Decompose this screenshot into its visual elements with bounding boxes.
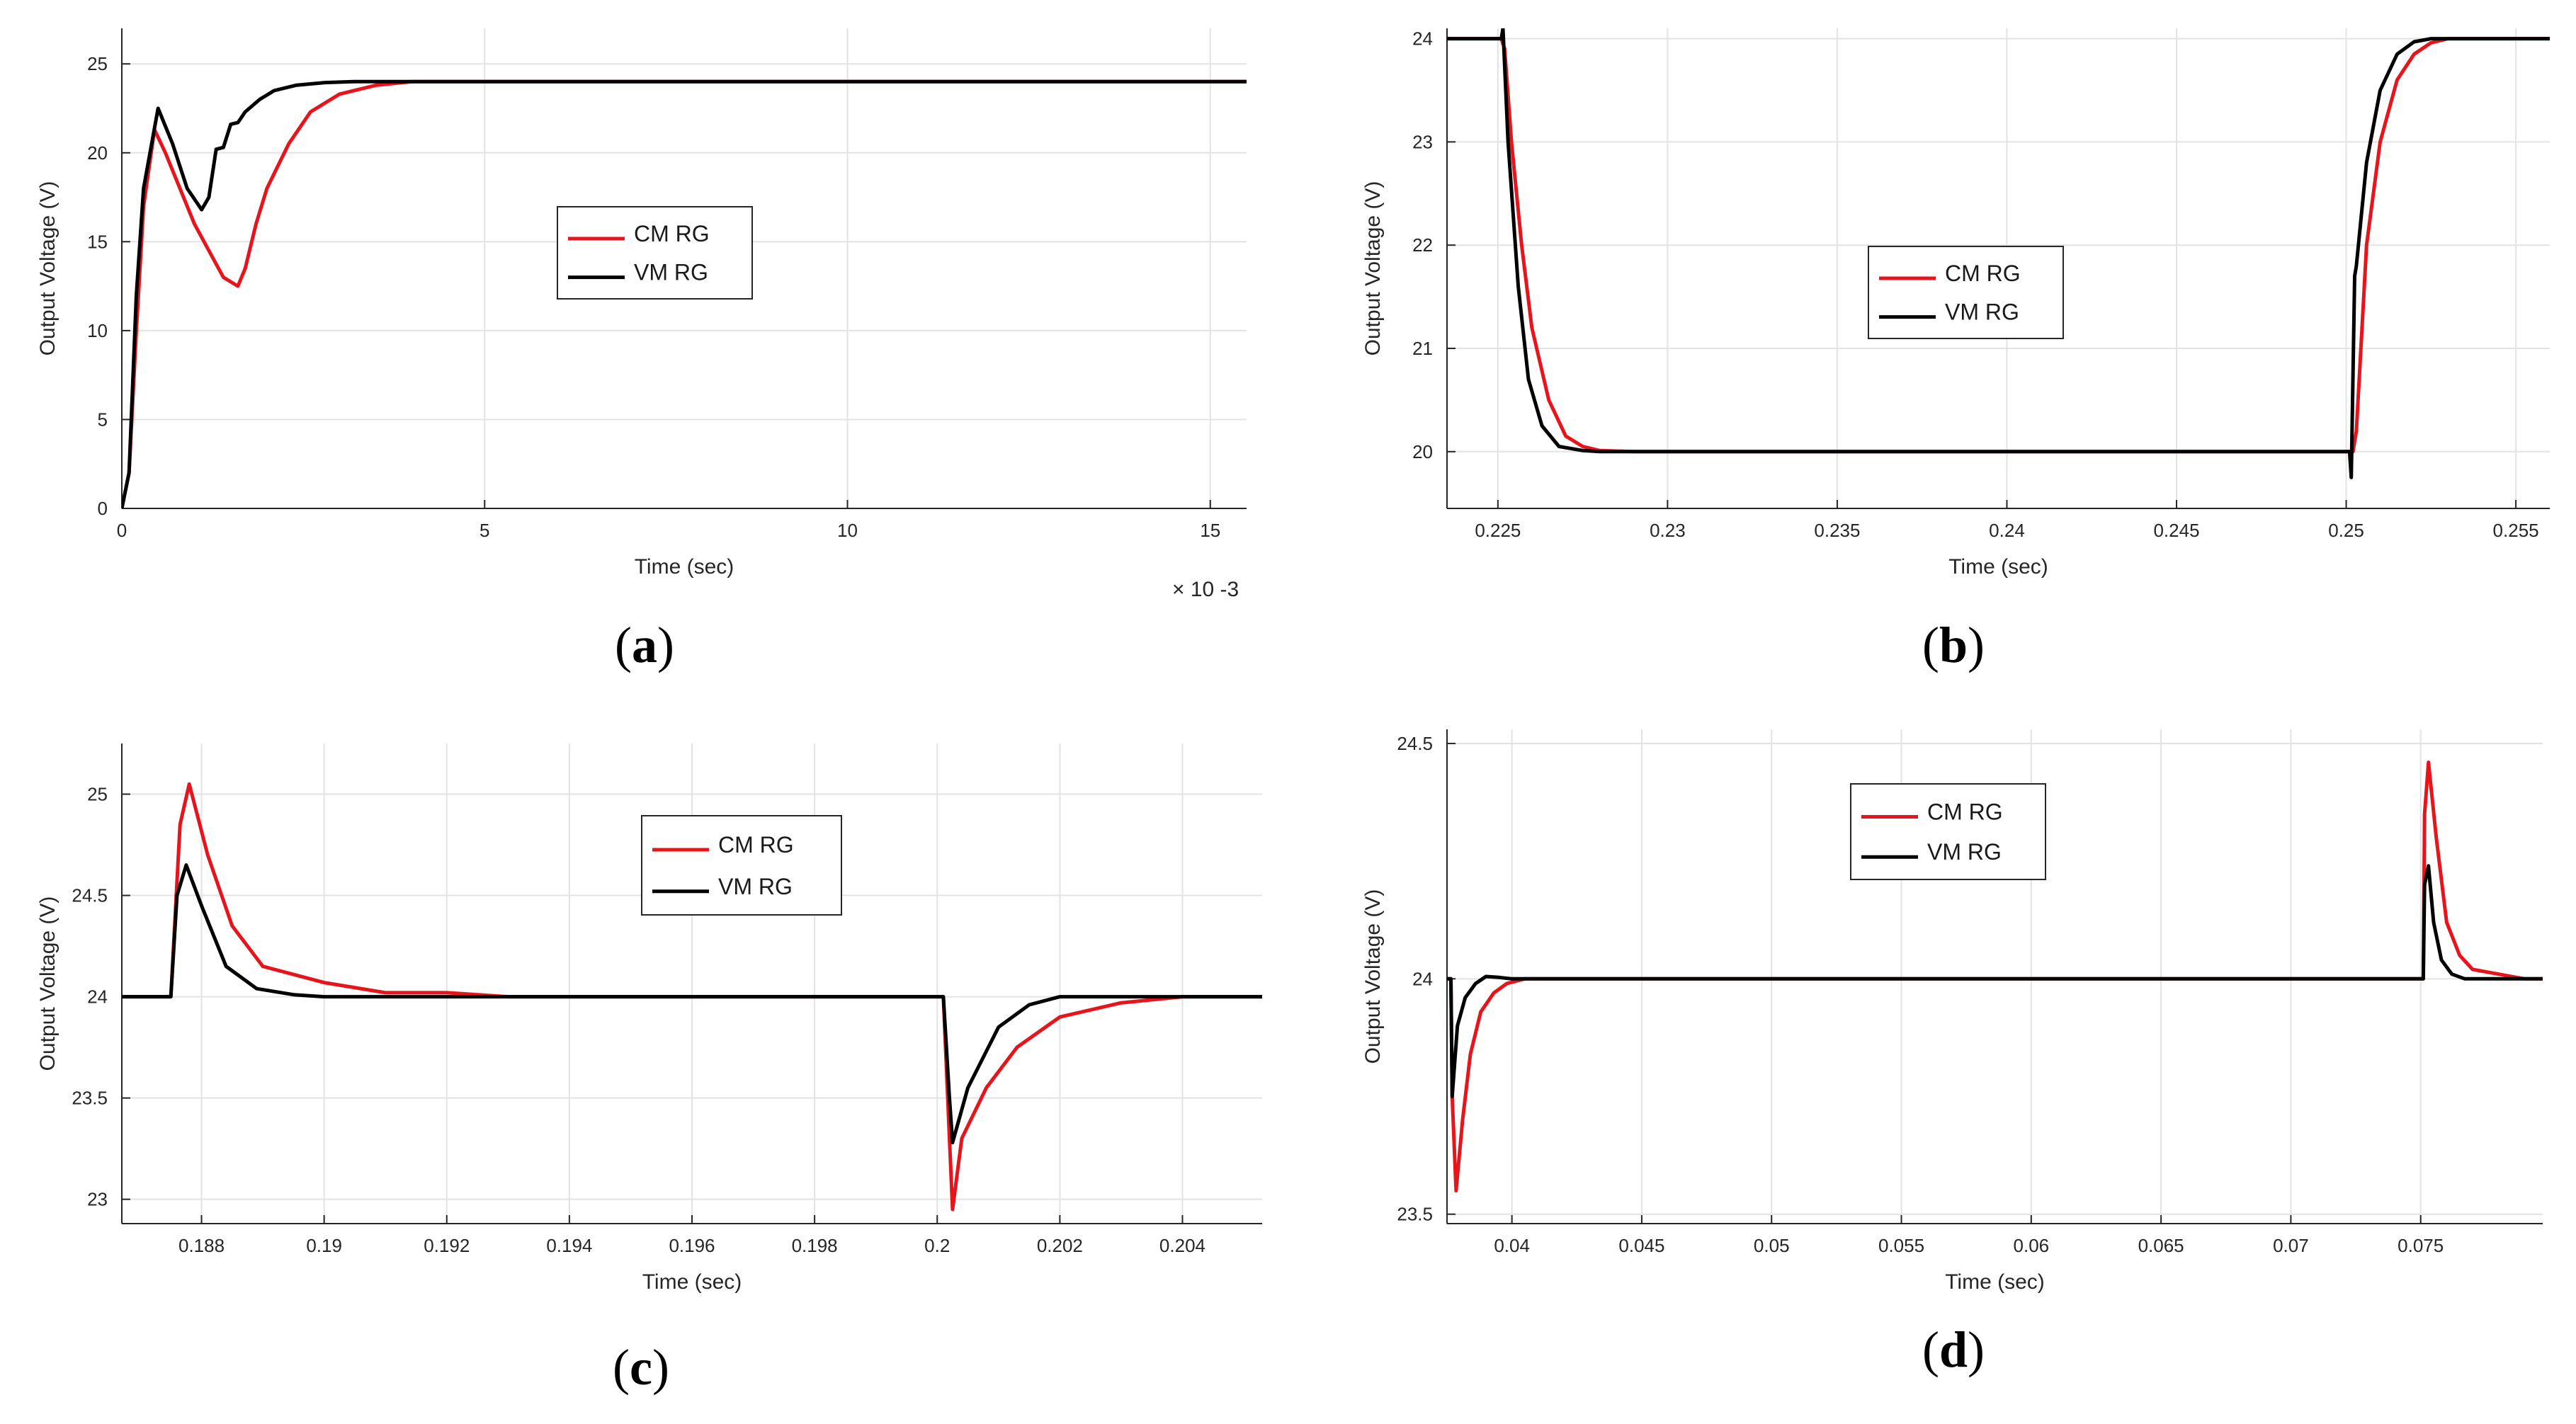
y-tick-label: 24 <box>87 986 108 1008</box>
y-tick-label: 24 <box>1412 968 1433 989</box>
panel-c: 0.188 0.19 0.192 0.194 0.196 0.198 0.2 0.202 0.2… <box>36 744 1262 1396</box>
panel-d: 0.04 0.045 0.05 0.055 0.06 0.065 0.07 0.075 23.5… <box>1361 729 2543 1378</box>
y-tick-label: 21 <box>1412 338 1433 359</box>
y-tick-label: 24.5 <box>1397 733 1433 754</box>
y-axis-label: Output Voltage (V) <box>36 896 59 1071</box>
x-tick-label: 0.05 <box>1754 1235 1790 1256</box>
y-tick-label: 22 <box>1412 234 1433 256</box>
panel-label-open: ( <box>615 617 632 673</box>
y-tick-label: 20 <box>87 142 108 164</box>
panel-label-letter: c <box>630 1339 652 1396</box>
legend-label: VM RG <box>1945 300 2019 325</box>
legend-label: CM RG <box>1927 799 2003 825</box>
y-axis-label: Output Voltage (V) <box>36 181 59 356</box>
y-axis-label: Output Voltage (V) <box>1361 889 1385 1064</box>
x-tick-label: 0.075 <box>2398 1235 2444 1256</box>
panel-label-open: ( <box>613 1339 630 1396</box>
series-line-vm-rg <box>1447 864 2543 1098</box>
x-tick-label: 0.055 <box>1878 1235 1924 1256</box>
legend-label: CM RG <box>1945 261 2021 286</box>
panel-label-letter: a <box>632 617 657 673</box>
legend-label: VM RG <box>718 874 793 899</box>
legend-label: CM RG <box>634 221 710 246</box>
x-tick-label: 0.225 <box>1475 520 1521 541</box>
x-tick-label: 0.204 <box>1159 1235 1205 1256</box>
legend-label: CM RG <box>718 832 794 858</box>
legend-label: VM RG <box>1927 839 2002 865</box>
y-tick-label: 20 <box>1412 441 1433 462</box>
x-axis-label: Time (sec) <box>635 555 734 579</box>
y-tick-label: 10 <box>87 320 108 341</box>
y-tick-label: 24 <box>1412 28 1433 50</box>
x-tick-label: 0.2 <box>924 1235 950 1256</box>
series-line-vm-rg <box>1447 28 2550 479</box>
panel-label-close: ) <box>652 1339 669 1396</box>
x-tick-label: 0.04 <box>1494 1235 1530 1256</box>
panel-b: 0.225 0.23 0.235 0.24 0.245 0.25 0.255 20 21 22 23… <box>1361 28 2550 673</box>
y-tick-label: 24.5 <box>72 885 108 906</box>
legend-box <box>1850 783 2046 880</box>
x-tick-label: 0.065 <box>2138 1235 2184 1256</box>
y-tick-label: 25 <box>87 784 108 805</box>
x-tick-label: 0 <box>117 520 127 541</box>
panel-label: (a) <box>615 617 674 673</box>
x-tick-label: 0.24 <box>1989 520 2025 541</box>
panel-label-close: ) <box>657 617 674 673</box>
x-axis-label: Time (sec) <box>642 1270 742 1294</box>
panel-label: (c) <box>613 1339 669 1396</box>
y-tick-label: 0 <box>98 498 108 519</box>
x-axis-label: Time (sec) <box>1945 1270 2045 1294</box>
x-tick-label: 0.192 <box>424 1235 470 1256</box>
y-tick-label: 23 <box>1412 131 1433 152</box>
legend-box <box>1868 246 2064 339</box>
x-tick-label: 0.06 <box>2014 1235 2050 1256</box>
x-tick-label: 0.196 <box>669 1235 715 1256</box>
x-tick-label: 5 <box>480 520 489 541</box>
y-tick-label: 15 <box>87 231 108 252</box>
x-tick-label: 0.198 <box>792 1235 838 1256</box>
panel-label-letter: d <box>1939 1321 1968 1378</box>
x-tick-label: 0.19 <box>306 1235 342 1256</box>
x-tick-label: 0.202 <box>1037 1235 1083 1256</box>
legend-label: VM RG <box>634 260 708 285</box>
x-exponent-label: × 10 -3 <box>1172 578 1239 601</box>
series-line-vm-rg <box>122 79 1247 508</box>
x-tick-label: 0.07 <box>2273 1235 2309 1256</box>
panel-label-open: ( <box>1922 1321 1939 1378</box>
y-axis-label: Output Voltage (V) <box>1361 181 1385 356</box>
panel-label-open: ( <box>1922 617 1939 673</box>
y-tick-label: 23 <box>87 1189 108 1210</box>
legend-box <box>557 206 753 300</box>
x-tick-label: 10 <box>837 520 858 541</box>
x-tick-label: 0.23 <box>1650 520 1686 541</box>
x-tick-label: 15 <box>1200 520 1220 541</box>
legend-box <box>641 815 842 916</box>
x-tick-label: 0.188 <box>178 1235 225 1256</box>
panel-label-letter: b <box>1939 617 1968 673</box>
x-tick-label: 0.255 <box>2493 520 2539 541</box>
series-line-vm-rg <box>122 863 1262 1145</box>
panel-a: 0 5 10 15 0 5 10 15 20 25 Time (sec) Output Voltage… <box>36 28 1247 673</box>
y-tick-label: 25 <box>87 53 108 74</box>
panel-label: (b) <box>1922 617 1985 673</box>
x-tick-label: 0.194 <box>546 1235 592 1256</box>
y-tick-label: 5 <box>98 409 108 430</box>
y-tick-label: 23.5 <box>1397 1204 1433 1225</box>
x-tick-label: 0.25 <box>2328 520 2364 541</box>
x-tick-label: 0.245 <box>2153 520 2199 541</box>
x-tick-label: 0.235 <box>1814 520 1860 541</box>
x-tick-label: 0.045 <box>1618 1235 1664 1256</box>
panel-label-close: ) <box>1968 1321 1985 1378</box>
y-tick-label: 23.5 <box>72 1088 108 1109</box>
x-axis-label: Time (sec) <box>1948 555 2048 579</box>
panel-label-close: ) <box>1968 617 1985 673</box>
panel-label: (d) <box>1922 1321 1985 1378</box>
